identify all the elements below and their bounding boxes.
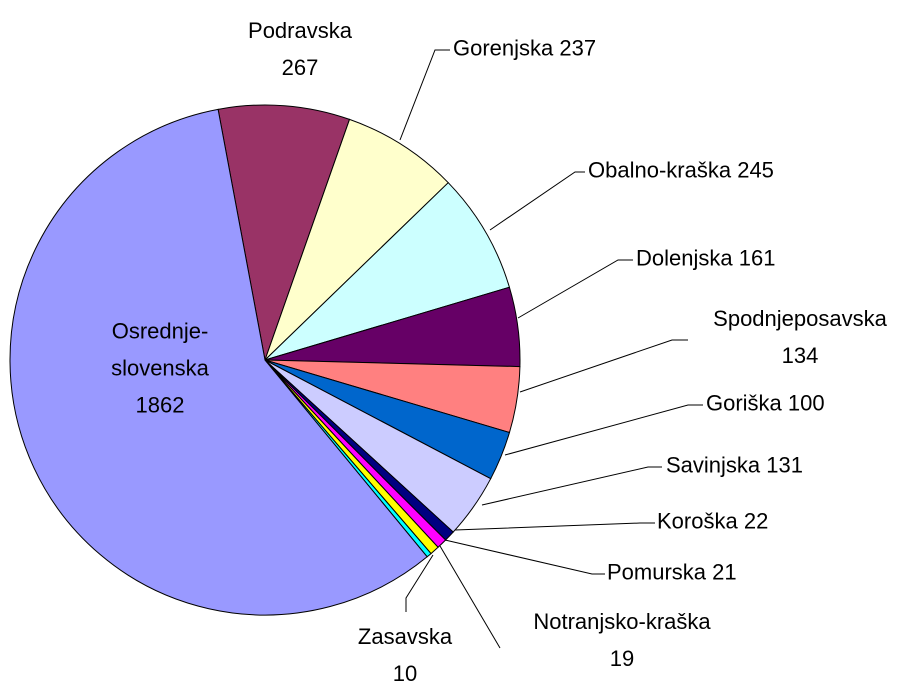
value-label: 22 xyxy=(743,508,769,534)
category-label: Dolenjska xyxy=(636,245,733,271)
category-label: Spodnjeposavska xyxy=(713,306,887,331)
value-label: 1862 xyxy=(135,392,185,418)
category-label: Gorenjska xyxy=(453,35,554,61)
slice-label: Osrednje-slovenska 1862 xyxy=(85,313,235,424)
value-label: 100 xyxy=(787,390,825,416)
leader-line xyxy=(399,49,450,141)
leader-line xyxy=(444,539,605,575)
category-label: Podravska xyxy=(248,18,352,43)
category-label: Pomurska xyxy=(607,559,707,585)
pie-slice xyxy=(264,118,449,361)
value-label: 10 xyxy=(392,661,418,684)
value-label: 19 xyxy=(609,646,635,671)
value-label: 131 xyxy=(766,452,803,478)
value-label: 161 xyxy=(738,245,776,271)
category-label: Koroška xyxy=(657,508,738,534)
leader-line xyxy=(517,259,633,319)
value-label: 245 xyxy=(737,157,774,183)
leader-line xyxy=(519,339,688,393)
pie-slice xyxy=(9,108,428,616)
leader-line xyxy=(454,522,655,531)
slice-label: Obalno-kraška 245 xyxy=(588,152,774,189)
slice-label: Koroška 22 xyxy=(657,503,768,540)
category-label: Notranjsko-kraška xyxy=(533,609,711,634)
pie-slice xyxy=(264,181,511,361)
pie-slice xyxy=(217,104,351,362)
slice-label: Notranjsko-kraška 19 xyxy=(533,603,710,677)
value-label: 237 xyxy=(559,35,597,61)
slice-label: Goriška 100 xyxy=(706,385,825,422)
category-label: Zasavska xyxy=(357,624,453,649)
slice-label: Gorenjska 237 xyxy=(453,30,596,67)
category-label: Obalno-kraška xyxy=(588,157,732,183)
value-label: 21 xyxy=(712,559,737,585)
slice-label: Pomurska 21 xyxy=(607,554,737,591)
slice-label: Spodnjeposavska 134 xyxy=(713,300,887,374)
leader-line xyxy=(405,554,434,612)
slice-label: Zasavska 10 xyxy=(358,618,452,684)
slice-label: Dolenjska 161 xyxy=(636,240,775,277)
leader-line xyxy=(439,545,501,649)
slice-label: Savinjska 131 xyxy=(666,447,803,484)
category-label: Osrednje-slovenska xyxy=(111,318,209,381)
leader-line xyxy=(481,466,662,506)
category-label: Goriška xyxy=(706,390,782,416)
category-label: Savinjska xyxy=(666,452,761,478)
slice-label: Podravska 267 xyxy=(248,12,352,86)
value-label: 267 xyxy=(281,55,319,80)
value-label: 134 xyxy=(781,343,819,368)
leader-line xyxy=(504,404,703,456)
leader-line xyxy=(489,171,585,231)
